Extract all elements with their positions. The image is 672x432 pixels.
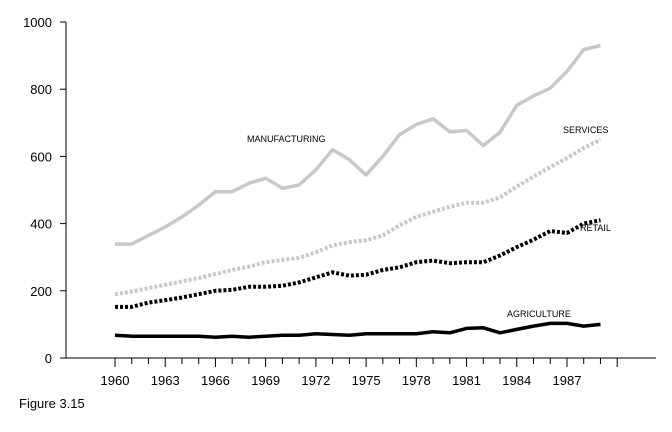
y-tick-label: 600 (30, 149, 52, 164)
x-tick-label: 1960 (101, 373, 130, 388)
y-tick-label: 400 (30, 217, 52, 232)
x-tick-label: 1969 (251, 373, 280, 388)
series-line-services (114, 137, 602, 297)
x-tick-label: 1987 (553, 373, 582, 388)
x-tick-label: 1981 (452, 373, 481, 388)
y-tick-label: 800 (30, 82, 52, 97)
x-tick-label: 1966 (201, 373, 230, 388)
series-line-agriculture (114, 321, 601, 339)
y-tick-label: 1000 (23, 15, 52, 30)
x-tick-label: 1963 (151, 373, 180, 388)
x-tick-label: 1978 (402, 373, 431, 388)
label-agriculture: AGRICULTURE (507, 309, 571, 319)
series-line-manufacturing (115, 43, 601, 246)
y-tick-label: 200 (30, 284, 52, 299)
label-manufacturing: MANUFACTURING (247, 134, 326, 144)
label-retail: RETAIL (580, 223, 611, 233)
label-services: SERVICES (563, 125, 608, 135)
x-tick-label: 1975 (352, 373, 381, 388)
figure-caption: Figure 3.15 (19, 396, 85, 411)
x-tick-label: 1984 (502, 373, 531, 388)
series-line-retail (115, 218, 601, 309)
y-tick-label: 0 (45, 351, 52, 366)
x-tick-label: 1972 (301, 373, 330, 388)
